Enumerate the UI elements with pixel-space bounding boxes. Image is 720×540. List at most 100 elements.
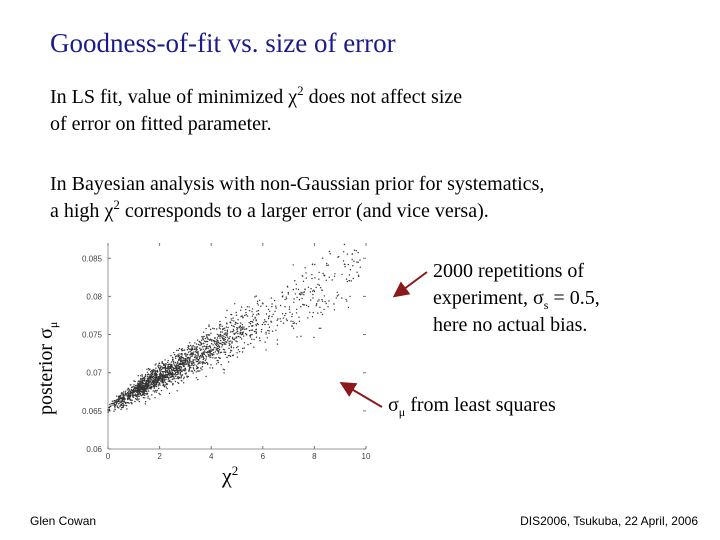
data-point <box>222 368 224 370</box>
data-point <box>241 328 243 330</box>
data-point <box>226 330 229 332</box>
data-point <box>137 375 139 377</box>
data-point <box>180 367 182 369</box>
data-point <box>230 313 233 316</box>
data-point <box>156 377 158 379</box>
data-point <box>144 392 146 395</box>
data-point <box>196 358 199 360</box>
data-point <box>155 376 158 378</box>
data-point <box>157 366 160 369</box>
data-point <box>146 379 148 382</box>
data-point <box>214 351 217 353</box>
data-point <box>228 338 230 340</box>
data-point <box>163 380 165 382</box>
data-point <box>142 388 144 390</box>
data-point <box>280 320 282 323</box>
data-point <box>185 372 187 374</box>
data-point <box>329 253 331 255</box>
data-point <box>219 357 221 359</box>
data-point <box>243 342 246 344</box>
data-point <box>293 301 295 303</box>
data-point <box>138 383 141 385</box>
arrow-to-scatter <box>392 271 428 298</box>
data-point <box>301 297 303 300</box>
data-point <box>298 320 301 322</box>
data-point <box>305 272 307 274</box>
data-point <box>199 370 201 372</box>
sigma-symbol: σ <box>532 287 544 309</box>
data-point <box>285 318 288 320</box>
data-point <box>148 379 150 381</box>
data-point <box>201 361 203 364</box>
data-point <box>181 350 183 352</box>
data-point <box>186 357 188 359</box>
data-point <box>337 294 340 296</box>
arrow-to-ls-level <box>339 381 383 408</box>
data-point <box>321 257 324 259</box>
data-point <box>141 392 143 394</box>
data-point <box>237 319 239 321</box>
data-point <box>178 358 181 360</box>
data-point <box>113 410 115 412</box>
data-point <box>231 341 233 343</box>
data-point <box>134 384 137 387</box>
data-point <box>163 366 165 369</box>
data-point <box>191 353 194 355</box>
data-point <box>239 328 242 330</box>
data-point <box>127 397 129 399</box>
data-point <box>288 308 291 310</box>
data-point <box>314 277 316 279</box>
data-point <box>174 357 177 359</box>
data-point <box>138 398 140 400</box>
data-point <box>184 353 186 355</box>
data-point <box>121 406 124 409</box>
data-point <box>141 390 144 392</box>
data-point <box>142 397 145 399</box>
data-point <box>183 368 186 370</box>
data-point <box>220 335 222 337</box>
data-point <box>155 363 157 365</box>
data-point <box>218 335 220 337</box>
data-point <box>218 346 221 348</box>
data-point <box>126 402 128 404</box>
data-point <box>223 333 225 335</box>
data-point <box>170 355 172 357</box>
data-point <box>199 357 201 360</box>
data-point <box>195 365 198 367</box>
data-point <box>162 372 164 374</box>
data-point <box>224 329 226 331</box>
data-point <box>270 297 273 299</box>
data-point <box>166 373 169 376</box>
data-point <box>193 346 195 348</box>
data-point <box>296 296 298 299</box>
data-point <box>311 263 314 265</box>
data-point <box>287 291 289 294</box>
data-point <box>349 295 351 298</box>
data-point <box>187 375 190 378</box>
data-point <box>185 353 187 355</box>
data-point <box>303 291 306 293</box>
data-point <box>164 381 166 383</box>
data-point <box>191 345 193 347</box>
data-point <box>216 353 218 355</box>
data-point <box>165 363 167 365</box>
data-point <box>258 337 261 339</box>
data-point <box>123 398 125 400</box>
data-point <box>158 367 161 370</box>
data-point <box>214 357 216 359</box>
data-point <box>131 392 133 395</box>
data-point <box>120 393 123 395</box>
data-point <box>350 280 353 282</box>
data-point <box>201 339 203 341</box>
data-point <box>315 286 317 289</box>
data-point <box>173 364 175 366</box>
data-point <box>150 372 152 374</box>
data-point <box>229 355 232 358</box>
data-point <box>180 359 182 361</box>
data-point <box>152 375 155 378</box>
data-point <box>139 387 142 389</box>
data-point <box>206 363 209 365</box>
data-point <box>140 381 143 383</box>
data-point <box>205 347 207 349</box>
data-point <box>164 384 166 386</box>
